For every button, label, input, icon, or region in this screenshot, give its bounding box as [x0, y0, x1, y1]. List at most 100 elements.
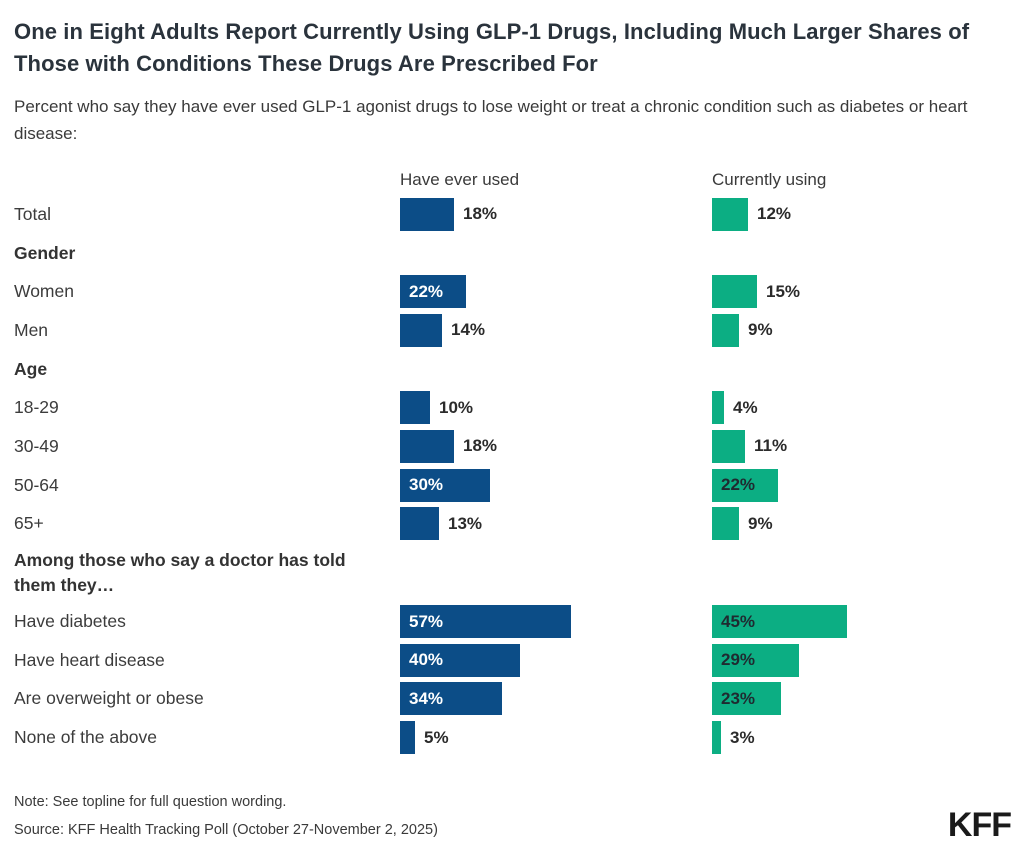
chart-row: 50-64 30% 22% — [14, 466, 1010, 505]
chart-row: 30-49 18% 11% — [14, 427, 1010, 466]
bar-cell-have-ever-used: 18% — [400, 195, 712, 234]
chart-rows: Total 18% 12% Gender Women 22% 15% Men 14% 9% Age 1… — [14, 195, 1010, 757]
currently-using-bar: 22% — [712, 468, 778, 502]
section-label: Gender — [14, 242, 76, 263]
bar-cell-have-ever-used: 30% — [400, 466, 712, 505]
value-label: 14% — [451, 320, 486, 340]
bar-cell-currently-using: 11% — [712, 427, 1010, 466]
bar-cell-have-ever-used: 40% — [400, 641, 712, 680]
have-ever-used-bar — [400, 507, 439, 541]
have-ever-used-bar: 34% — [400, 682, 502, 716]
bar-cell-have-ever-used: 18% — [400, 427, 712, 466]
series-column-headers: Have ever used Currently using — [14, 166, 1010, 193]
have-ever-used-bar — [400, 429, 454, 463]
category-label: Have heart disease — [14, 649, 165, 670]
currently-using-bar — [712, 197, 748, 231]
bar-cell-have-ever-used: 22% — [400, 272, 712, 311]
chart-row: Have heart disease 40% 29% — [14, 641, 1010, 680]
value-label: 13% — [448, 513, 483, 533]
category-label: 30-49 — [14, 435, 59, 456]
bar-cell-currently-using: 12% — [712, 195, 1010, 234]
value-label: 9% — [748, 320, 773, 340]
bar-cell-currently-using: 3% — [712, 718, 1010, 757]
bar-cell-currently-using: 15% — [712, 272, 1010, 311]
bar-cell-have-ever-used: 14% — [400, 311, 712, 350]
value-label: 29% — [721, 650, 756, 670]
value-label: 11% — [754, 436, 788, 456]
section-label: Among those who say a doctor has told th… — [14, 549, 346, 595]
category-label: 18-29 — [14, 397, 59, 418]
have-ever-used-bar — [400, 721, 415, 755]
bar-cell-currently-using: 4% — [712, 388, 1010, 427]
currently-using-bar — [712, 721, 721, 755]
category-label: None of the above — [14, 727, 158, 748]
category-label: Are overweight or obese — [14, 688, 204, 709]
footer-source: Source: KFF Health Tracking Poll (Octobe… — [14, 822, 438, 838]
chart-row: Have diabetes 57% 45% — [14, 602, 1010, 641]
section-header-row: Gender — [14, 234, 1010, 273]
value-label: 15% — [766, 281, 801, 301]
chart-footer: Note: See topline for full question word… — [14, 788, 438, 844]
have-ever-used-bar — [400, 391, 430, 425]
bar-chart: Have ever used Currently using Total 18% 1… — [14, 166, 1010, 757]
bar-cell-currently-using: 45% — [712, 602, 1010, 641]
value-label: 3% — [730, 727, 755, 747]
chart-row: 65+ 13% 9% — [14, 505, 1010, 544]
currently-using-bar: 23% — [712, 682, 781, 716]
category-label: Have diabetes — [14, 611, 126, 632]
section-label: Age — [14, 358, 48, 379]
value-label: 30% — [409, 475, 444, 495]
value-label: 40% — [409, 650, 444, 670]
value-label: 18% — [463, 436, 498, 456]
value-label: 10% — [439, 397, 474, 417]
bar-cell-have-ever-used: 34% — [400, 680, 712, 719]
have-ever-used-bar: 22% — [400, 275, 466, 309]
chart-row: 18-29 10% 4% — [14, 388, 1010, 427]
currently-using-bar — [712, 275, 757, 309]
value-label: 4% — [733, 397, 758, 417]
currently-using-bar — [712, 313, 739, 347]
have-ever-used-bar: 40% — [400, 643, 520, 677]
category-label: 50-64 — [14, 474, 59, 495]
value-label: 57% — [409, 611, 444, 631]
currently-using-bar — [712, 507, 739, 541]
chart-row: Are overweight or obese 34% 23% — [14, 680, 1010, 719]
bar-cell-have-ever-used: 5% — [400, 718, 712, 757]
footer-note: Note: See topline for full question word… — [14, 794, 287, 810]
bar-cell-have-ever-used: 10% — [400, 388, 712, 427]
value-label: 5% — [424, 727, 449, 747]
bar-cell-currently-using: 29% — [712, 641, 1010, 680]
bar-cell-currently-using: 9% — [712, 311, 1010, 350]
currently-using-bar — [712, 391, 724, 425]
category-label: 65+ — [14, 513, 44, 534]
bar-cell-currently-using: 22% — [712, 466, 1010, 505]
value-label: 18% — [463, 204, 498, 224]
bar-cell-currently-using: 9% — [712, 505, 1010, 544]
bar-cell-have-ever-used: 57% — [400, 602, 712, 641]
currently-using-bar — [712, 429, 745, 463]
chart-title: One in Eight Adults Report Currently Usi… — [14, 19, 970, 76]
kff-logo: KFF — [947, 806, 1012, 844]
bar-cell-currently-using: 23% — [712, 680, 1010, 719]
value-label: 23% — [721, 688, 756, 708]
bar-cell-have-ever-used: 13% — [400, 505, 712, 544]
have-ever-used-bar — [400, 197, 454, 231]
value-label: 22% — [721, 475, 756, 495]
chart-subtitle: Percent who say they have ever used GLP-… — [14, 97, 968, 143]
section-header-row: Age — [14, 350, 1010, 389]
value-label: 22% — [409, 281, 444, 301]
value-label: 34% — [409, 688, 444, 708]
category-label: Women — [14, 281, 74, 302]
section-header-row: Among those who say a doctor has told th… — [14, 543, 1010, 602]
value-label: 12% — [757, 204, 792, 224]
chart-row: None of the above 5% 3% — [14, 718, 1010, 757]
value-label: 9% — [748, 513, 773, 533]
column-header-have-ever-used: Have ever used — [400, 169, 520, 189]
column-header-currently-using: Currently using — [712, 169, 827, 189]
category-label: Total — [14, 203, 51, 224]
chart-row: Women 22% 15% — [14, 272, 1010, 311]
chart-row: Total 18% 12% — [14, 195, 1010, 234]
value-label: 45% — [721, 611, 756, 631]
currently-using-bar: 29% — [712, 643, 799, 677]
